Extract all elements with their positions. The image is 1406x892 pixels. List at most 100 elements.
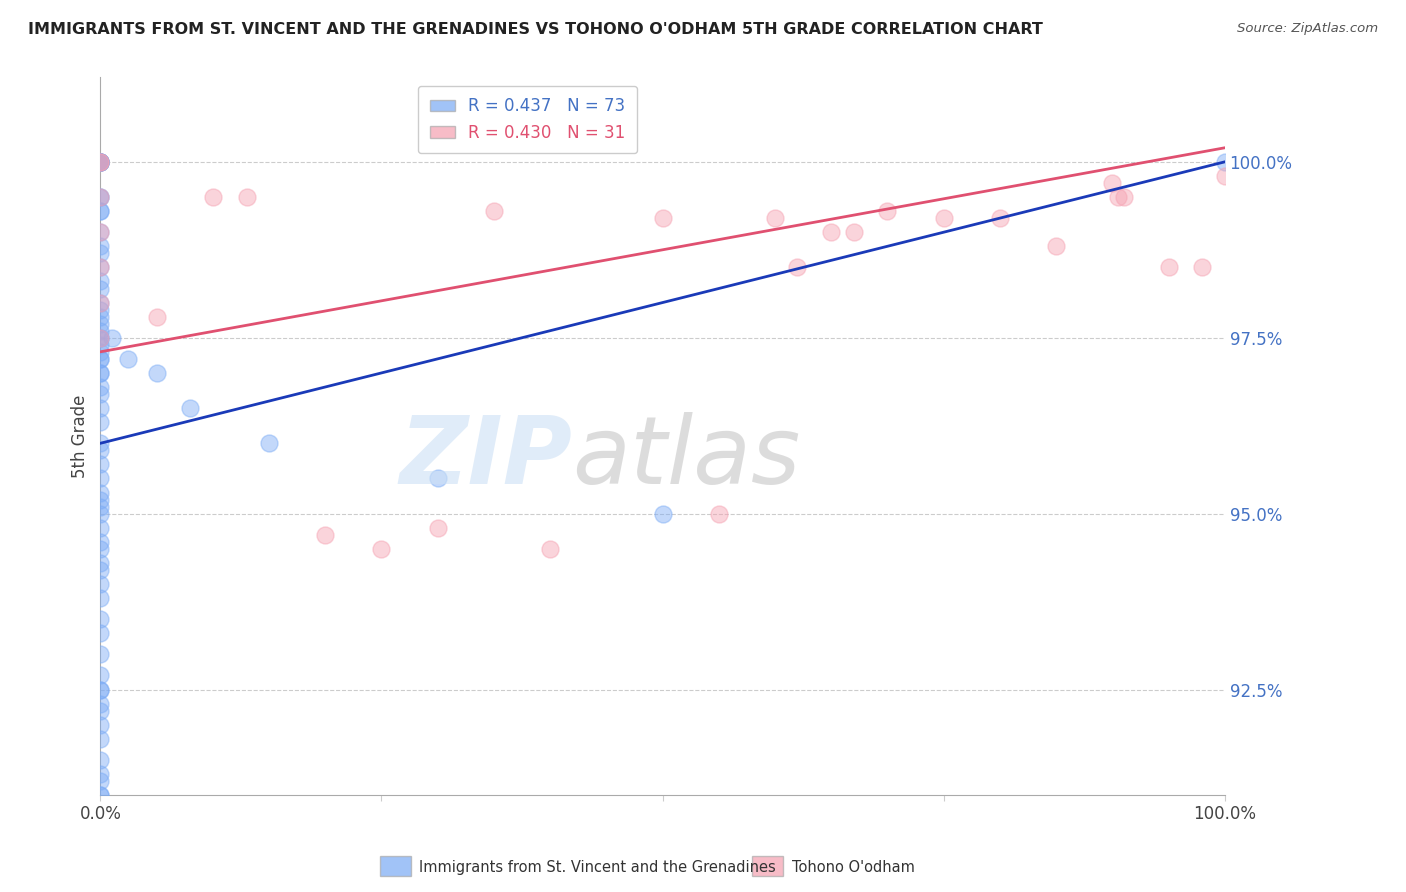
Point [89, 275, 111, 289]
Point [89, 260, 111, 275]
Point [145, 310, 167, 324]
Point [89, 338, 111, 352]
Point [988, 211, 1011, 226]
Y-axis label: 5th Grade: 5th Grade [72, 394, 89, 478]
Point [89, 682, 111, 697]
Point [89, 154, 111, 169]
Text: Source: ZipAtlas.com: Source: ZipAtlas.com [1237, 22, 1378, 36]
Point [89, 225, 111, 239]
Point [89, 302, 111, 317]
Point [201, 190, 224, 204]
Point [89, 577, 111, 591]
Point [89, 731, 111, 746]
Text: atlas: atlas [572, 412, 801, 503]
Point [89, 774, 111, 789]
Point [1101, 176, 1123, 190]
Point [89, 204, 111, 219]
Point [89, 541, 111, 556]
Point [89, 387, 111, 401]
Point [89, 351, 111, 366]
Point [370, 541, 392, 556]
Point [235, 190, 257, 204]
Point [89, 310, 111, 324]
Point [89, 190, 111, 204]
Point [89, 295, 111, 310]
Point [89, 563, 111, 577]
Point [89, 401, 111, 416]
Point [89, 612, 111, 626]
Point [89, 485, 111, 500]
Point [89, 331, 111, 345]
Point [89, 788, 111, 802]
Point [482, 204, 505, 219]
Point [89, 225, 111, 239]
Point [89, 366, 111, 380]
Point [89, 204, 111, 219]
Point [89, 717, 111, 731]
Point [89, 436, 111, 450]
Point [1107, 190, 1129, 204]
Point [89, 668, 111, 682]
Text: Tohono O'odham: Tohono O'odham [792, 860, 914, 874]
Point [1157, 260, 1180, 275]
Point [426, 521, 449, 535]
Point [89, 767, 111, 781]
Point [89, 154, 111, 169]
Point [89, 154, 111, 169]
Point [89, 500, 111, 514]
Point [89, 366, 111, 380]
Point [89, 154, 111, 169]
Point [89, 415, 111, 429]
Point [89, 380, 111, 394]
Point [89, 154, 111, 169]
Point [842, 225, 865, 239]
Point [707, 507, 730, 521]
Point [89, 556, 111, 570]
Text: ZIP: ZIP [399, 412, 572, 504]
Point [89, 190, 111, 204]
Point [932, 211, 955, 226]
Point [89, 190, 111, 204]
Point [651, 507, 673, 521]
Text: Immigrants from St. Vincent and the Grenadines: Immigrants from St. Vincent and the Gren… [419, 860, 776, 874]
Point [89, 351, 111, 366]
Legend: R = 0.437   N = 73, R = 0.430   N = 31: R = 0.437 N = 73, R = 0.430 N = 31 [418, 86, 637, 153]
Point [89, 154, 111, 169]
Point [820, 225, 842, 239]
Point [89, 648, 111, 662]
Point [89, 154, 111, 169]
Point [89, 239, 111, 253]
Point [89, 154, 111, 169]
Point [257, 436, 280, 450]
Point [89, 154, 111, 169]
Point [89, 704, 111, 718]
Point [89, 471, 111, 485]
Point [89, 682, 111, 697]
Point [89, 281, 111, 295]
Point [314, 527, 336, 541]
Point [1213, 169, 1236, 183]
Point [89, 521, 111, 535]
Point [89, 697, 111, 711]
Point [538, 541, 561, 556]
Point [1191, 260, 1213, 275]
Point [89, 331, 111, 345]
Point [89, 246, 111, 260]
Point [1112, 190, 1135, 204]
Text: IMMIGRANTS FROM ST. VINCENT AND THE GRENADINES VS TOHONO O'ODHAM 5TH GRADE CORRE: IMMIGRANTS FROM ST. VINCENT AND THE GREN… [28, 22, 1043, 37]
Point [89, 317, 111, 331]
Point [89, 591, 111, 605]
Point [89, 154, 111, 169]
Point [179, 401, 201, 416]
Point [89, 626, 111, 640]
Point [1045, 239, 1067, 253]
Point [100, 331, 122, 345]
Point [145, 366, 167, 380]
Point [876, 204, 898, 219]
Point [786, 260, 808, 275]
Point [89, 443, 111, 458]
Point [763, 211, 786, 226]
Point [89, 507, 111, 521]
Point [89, 788, 111, 802]
Point [89, 344, 111, 359]
